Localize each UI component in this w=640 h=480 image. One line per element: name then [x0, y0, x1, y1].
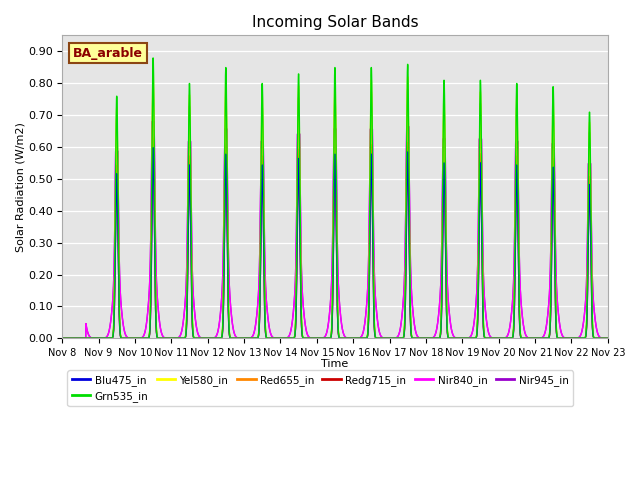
X-axis label: Time: Time	[321, 360, 349, 370]
Redg715_in	[157, 336, 164, 341]
Nir945_in	[603, 336, 611, 341]
Redg715_in	[58, 336, 66, 341]
Grn535_in	[315, 336, 323, 341]
Yel580_in	[315, 336, 323, 341]
Legend: Blu475_in, Grn535_in, Yel580_in, Red655_in, Redg715_in, Nir840_in, Nir945_in: Blu475_in, Grn535_in, Yel580_in, Red655_…	[67, 371, 573, 406]
Grn535_in	[458, 336, 465, 341]
Line: Blu475_in: Blu475_in	[62, 148, 607, 338]
Red655_in	[149, 80, 157, 86]
Grn535_in	[149, 55, 157, 61]
Line: Yel580_in: Yel580_in	[62, 71, 607, 338]
Blu475_in	[488, 336, 496, 341]
Nir945_in	[488, 335, 496, 341]
Blu475_in	[603, 336, 611, 341]
Yel580_in	[427, 336, 435, 341]
Redg715_in	[603, 336, 611, 341]
Redg715_in	[604, 336, 611, 341]
Nir945_in	[604, 336, 611, 341]
Nir945_in	[157, 325, 164, 331]
Nir840_in	[603, 336, 611, 341]
Yel580_in	[157, 336, 164, 341]
Yel580_in	[149, 68, 157, 73]
Line: Redg715_in: Redg715_in	[62, 138, 607, 338]
Nir945_in	[315, 336, 323, 341]
Title: Incoming Solar Bands: Incoming Solar Bands	[252, 15, 419, 30]
Redg715_in	[458, 336, 465, 341]
Line: Nir945_in: Nir945_in	[62, 122, 607, 338]
Nir840_in	[427, 336, 435, 341]
Redg715_in	[315, 336, 323, 341]
Red655_in	[604, 336, 611, 341]
Nir840_in	[315, 336, 323, 341]
Red655_in	[488, 336, 496, 341]
Red655_in	[58, 336, 66, 341]
Nir840_in	[604, 336, 611, 341]
Redg715_in	[149, 135, 157, 141]
Red655_in	[603, 336, 611, 341]
Line: Grn535_in: Grn535_in	[62, 58, 607, 338]
Grn535_in	[603, 336, 611, 341]
Grn535_in	[488, 336, 496, 341]
Nir945_in	[427, 336, 435, 341]
Red655_in	[157, 336, 164, 341]
Blu475_in	[315, 336, 323, 341]
Red655_in	[427, 336, 435, 341]
Blu475_in	[458, 336, 465, 341]
Red655_in	[315, 336, 323, 341]
Nir945_in	[58, 336, 66, 341]
Yel580_in	[488, 336, 496, 341]
Redg715_in	[427, 336, 435, 341]
Nir840_in	[58, 336, 66, 341]
Nir840_in	[157, 325, 164, 331]
Text: BA_arable: BA_arable	[73, 47, 143, 60]
Blu475_in	[604, 336, 611, 341]
Blu475_in	[58, 336, 66, 341]
Redg715_in	[488, 336, 496, 341]
Red655_in	[458, 336, 465, 341]
Yel580_in	[458, 336, 465, 341]
Grn535_in	[157, 336, 164, 341]
Nir945_in	[458, 336, 465, 341]
Blu475_in	[157, 336, 164, 341]
Grn535_in	[604, 336, 611, 341]
Blu475_in	[149, 145, 157, 151]
Nir840_in	[488, 335, 496, 341]
Line: Red655_in: Red655_in	[62, 83, 607, 338]
Line: Nir840_in: Nir840_in	[62, 122, 607, 338]
Grn535_in	[427, 336, 435, 341]
Grn535_in	[58, 336, 66, 341]
Nir840_in	[458, 336, 465, 341]
Nir945_in	[148, 119, 156, 125]
Y-axis label: Solar Radiation (W/m2): Solar Radiation (W/m2)	[15, 122, 25, 252]
Yel580_in	[603, 336, 611, 341]
Nir840_in	[148, 119, 156, 125]
Blu475_in	[427, 336, 435, 341]
Yel580_in	[604, 336, 611, 341]
Yel580_in	[58, 336, 66, 341]
